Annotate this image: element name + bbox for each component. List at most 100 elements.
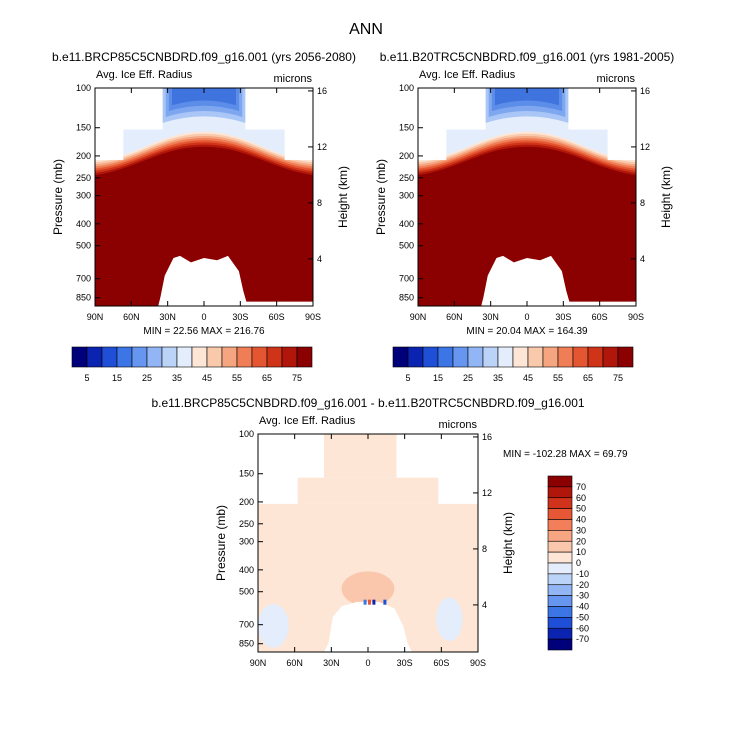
x-tick-label: 90S — [470, 658, 486, 668]
colorbar-swatch — [547, 475, 573, 488]
contour-field — [418, 88, 636, 306]
y2-axis-title: Height (km) — [501, 512, 515, 574]
x-tick-label: 30N — [159, 312, 176, 322]
colorbar-label: 10 — [576, 547, 586, 557]
y-tick-label: 300 — [239, 537, 254, 547]
y2-axis-title: Height (km) — [336, 166, 350, 228]
y-tick-label: 250 — [76, 173, 91, 183]
colorbar-label: 45 — [523, 373, 533, 383]
colorbar-swatch — [71, 346, 88, 368]
y-tick-label: 200 — [76, 151, 91, 161]
y2-tick-label: 4 — [640, 254, 645, 264]
missing-region — [95, 129, 124, 160]
x-tick-label: 60N — [446, 312, 463, 322]
variable-label: Avg. Ice Eff. Radius — [96, 69, 193, 81]
colorbar-swatch — [547, 573, 573, 586]
colorbar-swatch — [482, 346, 499, 368]
y2-tick-label: 12 — [640, 142, 650, 152]
colorbar-swatch — [542, 346, 559, 368]
colorbar-swatch — [437, 346, 454, 368]
y-tick-label: 100 — [239, 429, 254, 439]
colorbar-label: 75 — [292, 373, 302, 383]
y-tick-label: 850 — [239, 639, 254, 649]
y2-tick-label: 4 — [317, 254, 322, 264]
panel-2: b.e11.B20TRC5CNBDRD.f09_g16.001 (yrs 198… — [374, 50, 674, 337]
y-tick-label: 500 — [399, 241, 414, 251]
x-tick-label: 90N — [250, 658, 267, 668]
contour-field — [258, 434, 478, 652]
x-tick-label: 60N — [286, 658, 303, 668]
colorbar-swatch — [161, 346, 178, 368]
colorbar-label: 15 — [433, 373, 443, 383]
colorbar-label: 70 — [576, 482, 586, 492]
colorbar-swatch — [467, 346, 484, 368]
colorbar-swatch — [527, 346, 544, 368]
variable-label: Avg. Ice Eff. Radius — [259, 415, 356, 427]
colorbar-label: 55 — [553, 373, 563, 383]
band — [324, 434, 397, 478]
y-tick-label: 400 — [239, 565, 254, 575]
y-tick-label: 700 — [76, 274, 91, 284]
missing-region — [418, 129, 447, 160]
colorbar-swatch — [547, 551, 573, 564]
anomaly — [383, 599, 387, 605]
y-tick-label: 500 — [239, 587, 254, 597]
colorbar-swatch — [602, 346, 619, 368]
y-axis-title: Pressure (mb) — [374, 159, 388, 235]
colorbar-swatch — [131, 346, 148, 368]
colorbar-label: 50 — [576, 504, 586, 514]
y-tick-label: 150 — [399, 123, 414, 133]
colorbar-swatch — [547, 638, 573, 651]
colorbar-label: 30 — [576, 525, 586, 535]
units-label: microns — [438, 419, 477, 431]
colorbar-swatch — [557, 346, 574, 368]
x-tick-label: 0 — [524, 312, 529, 322]
colorbar-label: -30 — [576, 591, 589, 601]
y-tick-label: 200 — [399, 151, 414, 161]
colorbar-swatch — [497, 346, 514, 368]
x-tick-label: 90N — [87, 312, 104, 322]
colorbar-swatch — [547, 562, 573, 575]
colorbar-swatch — [452, 346, 469, 368]
colorbar-swatch — [251, 346, 268, 368]
colorbar-swatch — [101, 346, 118, 368]
colorbar-label: -20 — [576, 580, 589, 590]
x-tick-label: 60S — [592, 312, 608, 322]
missing-region — [396, 434, 478, 478]
colorbar-label: 25 — [142, 373, 152, 383]
anomaly — [368, 599, 371, 605]
panel-1: b.e11.BRCP85C5CNBDRD.f09_g16.001 (yrs 20… — [51, 50, 356, 337]
colorbar-swatch — [547, 530, 573, 542]
anomaly — [258, 604, 289, 648]
colorbar-1: 5 15 25 35 45 55 65 75 — [71, 346, 313, 383]
colorbar-swatch — [221, 346, 238, 368]
page-title: ANN — [349, 21, 383, 38]
min-max-stats: MIN = 22.56 MAX = 216.76 — [143, 326, 265, 337]
colorbar-label: 65 — [583, 373, 593, 383]
colorbar-swatch — [116, 346, 133, 368]
y-tick-label: 850 — [76, 293, 91, 303]
y-tick-label: 200 — [239, 497, 254, 507]
colorbar-swatch — [547, 606, 573, 618]
y2-tick-label: 12 — [482, 488, 492, 498]
y-tick-label: 400 — [399, 219, 414, 229]
anomaly — [341, 571, 395, 607]
anomaly — [363, 599, 367, 605]
missing-region — [607, 129, 636, 160]
colorbar-swatch — [547, 519, 573, 531]
y-tick-label: 700 — [239, 620, 254, 630]
colorbar-swatch — [547, 486, 573, 499]
colorbar-swatch — [547, 617, 573, 629]
colorbar-swatch — [281, 346, 298, 368]
contour-field — [95, 88, 313, 306]
colorbar-label: 65 — [262, 373, 272, 383]
colorbar-swatch — [176, 346, 193, 368]
x-tick-label: 0 — [201, 312, 206, 322]
y2-tick-label: 8 — [317, 198, 322, 208]
min-max-stats: MIN = -102.28 MAX = 69.79 — [503, 449, 628, 460]
colorbar-swatch — [512, 346, 529, 368]
anomaly — [436, 597, 463, 642]
panels: b.e11.BRCP85C5CNBDRD.f09_g16.001 (yrs 20… — [51, 50, 674, 668]
colorbar-swatch — [266, 346, 283, 368]
colorbar-label: 20 — [576, 536, 586, 546]
